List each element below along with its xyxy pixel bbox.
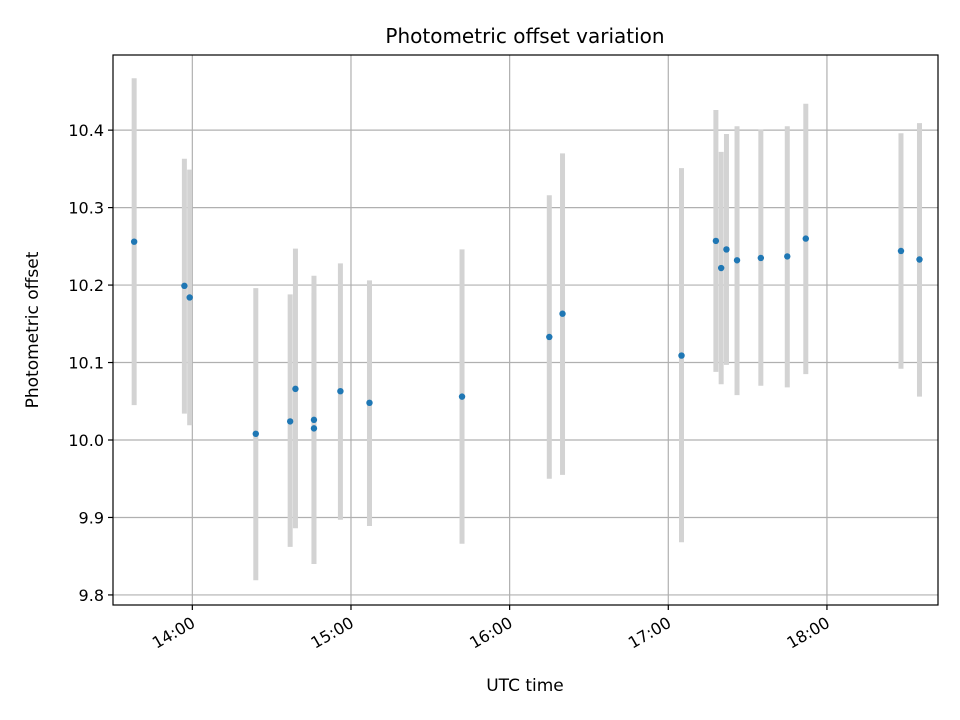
y-axis-title: Photometric offset (23, 251, 43, 408)
data-point (712, 237, 720, 245)
data-point (286, 418, 294, 425)
y-tick-label: 9.8 (79, 586, 104, 605)
data-point (559, 310, 566, 317)
data-point (458, 393, 466, 400)
data-point (897, 247, 905, 255)
y-tick-label: 9.9 (79, 508, 104, 527)
x-axis-title: UTC time (486, 676, 564, 696)
y-tick-label: 10.3 (68, 199, 104, 218)
data-point (366, 399, 373, 407)
plot-frame (112, 54, 939, 606)
data-point (252, 430, 259, 438)
data-point (802, 235, 809, 242)
y-tick-label: 10.2 (68, 276, 104, 295)
y-tick-label: 10.4 (68, 121, 104, 140)
data-point (733, 257, 741, 264)
data-point (757, 254, 765, 262)
data-point (337, 387, 344, 395)
data-point (678, 352, 685, 359)
data-point (130, 238, 138, 245)
data-point (784, 253, 791, 260)
chart-title: Photometric offset variation (385, 24, 664, 48)
y-axis: 9.8 9.9 10.0 10.1 10.2 10.3 10.4 (68, 121, 113, 605)
data-point (310, 425, 318, 432)
data-points (130, 235, 923, 438)
data-point (292, 385, 299, 393)
data-point (310, 416, 318, 424)
data-point (546, 333, 553, 341)
y-tick-label: 10.0 (68, 431, 104, 450)
data-point (186, 294, 193, 301)
data-point (181, 282, 188, 290)
data-point (723, 246, 730, 253)
data-point (916, 256, 923, 263)
grid (113, 55, 938, 605)
data-point (717, 264, 725, 272)
y-tick-label: 10.1 (68, 354, 104, 373)
